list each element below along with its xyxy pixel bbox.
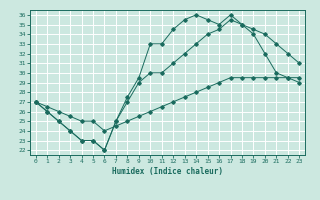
X-axis label: Humidex (Indice chaleur): Humidex (Indice chaleur) [112, 167, 223, 176]
